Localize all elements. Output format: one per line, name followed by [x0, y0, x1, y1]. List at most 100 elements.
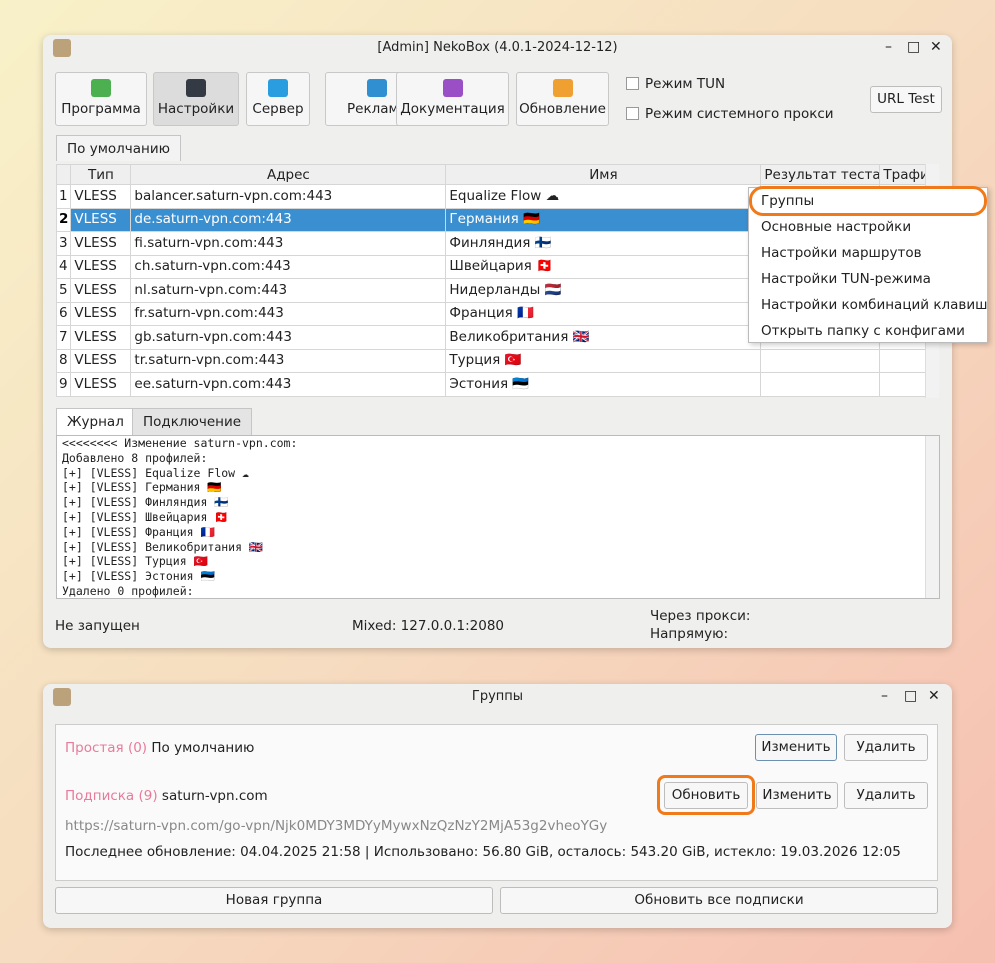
toolbar-label: Документация — [400, 101, 505, 117]
group-subscription: Подписка (9) saturn-vpn.com — [65, 788, 268, 804]
name-cell: Финляндия 🇫🇮 — [445, 231, 762, 256]
toolbar-label: Сервер — [252, 101, 304, 117]
log-scrollbar[interactable] — [925, 436, 939, 598]
close-button[interactable]: ✕ — [930, 39, 942, 55]
row-number: 9 — [55, 372, 72, 397]
corner-header — [55, 164, 72, 185]
delete-subscription-button[interactable]: Удалить — [844, 782, 928, 809]
type-cell: VLESS — [70, 231, 132, 256]
log-line: [+] [VLESS] Великобритания 🇬🇧 — [62, 539, 264, 554]
log-output[interactable]: <<<<<<<< Изменение saturn-vpn.com: Добавл… — [56, 435, 940, 599]
mixed-port-text: Mixed: 127.0.0.1:2080 — [352, 618, 505, 634]
type-cell: VLESS — [70, 254, 132, 279]
address-cell: fr.saturn-vpn.com:443 — [130, 301, 447, 326]
name-cell: Нидерланды 🇳🇱 — [445, 278, 762, 303]
main-window: [Admin] NekoBox (4.0.1-2024-12-12) – □ ✕… — [43, 35, 988, 648]
type-cell: VLESS — [70, 372, 132, 397]
tab-connection[interactable]: Подключение — [132, 408, 253, 435]
row-number: 2 — [55, 207, 72, 232]
column-header[interactable]: Результат теста — [760, 164, 881, 185]
tab-log[interactable]: Журнал — [56, 408, 135, 435]
table-row[interactable]: 2 VLESS de.saturn-vpn.com:443 Германия 🇩🇪 — [55, 207, 940, 232]
toolbar-label: Настройки — [157, 101, 235, 117]
menu-item-2[interactable]: Настройки маршрутов — [761, 245, 922, 261]
status-text: Не запущен — [55, 618, 140, 634]
test-result-cell — [760, 372, 881, 397]
subscription-info: Последнее обновление: 04.04.2025 21:58 |… — [65, 844, 901, 860]
column-header[interactable]: Трафик — [879, 164, 940, 185]
update-subscription-button[interactable]: Обновить — [664, 782, 748, 809]
menu-item-1[interactable]: Основные настройки — [761, 219, 912, 235]
row-number: 3 — [55, 231, 72, 256]
delete-default-button[interactable]: Удалить — [844, 734, 928, 761]
play-window-icon — [91, 79, 111, 97]
column-header[interactable]: Адрес — [130, 164, 447, 185]
toolbar-button-5[interactable]: Обновление — [516, 72, 609, 126]
toolbar-label: Реклама — [347, 101, 407, 117]
type-cell: VLESS — [70, 348, 132, 373]
name-cell: Эстония 🇪🇪 — [445, 372, 762, 397]
tun-mode-label: Режим TUN — [645, 76, 726, 92]
toolbar-button-2[interactable]: Сервер — [246, 72, 310, 126]
edit-subscription-button[interactable]: Изменить — [756, 782, 838, 809]
help-icon — [442, 79, 463, 97]
table-row[interactable]: 5 VLESS nl.saturn-vpn.com:443 Нидерланды 🇳🇱 — [55, 278, 940, 303]
toolbar-button-0[interactable]: Программа — [55, 72, 147, 126]
address-cell: fi.saturn-vpn.com:443 — [130, 231, 447, 256]
highlight-update — [657, 775, 755, 815]
log-line: [+] [VLESS] Финляндия 🇫🇮 — [62, 495, 229, 510]
group-name: По умолчанию — [151, 740, 255, 756]
folder-icon — [268, 79, 288, 97]
maximize-button[interactable]: □ — [904, 688, 918, 704]
column-header[interactable]: Имя — [445, 164, 762, 185]
type-cell: VLESS — [70, 184, 132, 209]
subscription-url: https://saturn-vpn.com/go-vpn/Njk0MDY3MD… — [65, 818, 608, 834]
address-cell: nl.saturn-vpn.com:443 — [130, 278, 447, 303]
menu-item-5[interactable]: Открыть папку с конфигами — [761, 323, 965, 339]
address-cell: tr.saturn-vpn.com:443 — [130, 348, 447, 373]
toolbar-label: Программа — [61, 101, 141, 117]
row-number: 7 — [55, 325, 72, 350]
name-cell: Германия 🇩🇪 — [445, 207, 762, 232]
name-cell: Equalize Flow ☁ — [445, 184, 762, 209]
update-icon — [552, 79, 573, 97]
groups-window-title: Группы — [471, 689, 524, 704]
toolbar-button-4[interactable]: Документация — [396, 72, 509, 126]
maximize-button[interactable]: □ — [907, 39, 921, 55]
close-button[interactable]: ✕ — [928, 688, 940, 704]
menu-item-4[interactable]: Настройки комбинаций клавиш — [761, 297, 988, 313]
nekobox-logo-icon — [53, 688, 71, 706]
tab-group-default[interactable]: По умолчанию — [56, 135, 181, 161]
system-proxy-checkbox[interactable]: Режим системного прокси — [626, 106, 834, 122]
menu-item-3[interactable]: Настройки TUN-режима — [761, 271, 931, 287]
new-group-button[interactable]: Новая группа — [55, 887, 493, 914]
system-proxy-label: Режим системного прокси — [645, 106, 834, 122]
groups-window: Группы – □ ✕ Простая (0) По умолчанию Из… — [43, 684, 952, 928]
address-cell: gb.saturn-vpn.com:443 — [130, 325, 447, 350]
type-cell: VLESS — [70, 278, 132, 303]
menu-item-0[interactable]: Группы — [761, 193, 815, 209]
minimize-button[interactable]: – — [885, 39, 892, 55]
toolbar-button-1[interactable]: Настройки — [153, 72, 239, 126]
settings-sliders-icon — [186, 79, 206, 97]
row-number: 4 — [55, 254, 72, 279]
window-title: [Admin] NekoBox (4.0.1-2024-12-12) — [377, 40, 618, 55]
globe-icon — [367, 79, 387, 97]
name-cell: Швейцария 🇨🇭 — [445, 254, 762, 279]
url-test-button[interactable]: URL Test — [870, 86, 942, 113]
table-row[interactable]: 7 VLESS gb.saturn-vpn.com:443 Великобритани… — [55, 325, 940, 350]
column-header[interactable]: Тип — [70, 164, 132, 185]
table-row[interactable]: 9 VLESS ee.saturn-vpn.com:443 Эстония 🇪🇪 — [55, 372, 940, 397]
minimize-button[interactable]: – — [881, 688, 888, 704]
group-name: saturn-vpn.com — [161, 788, 268, 804]
group-type: Подписка (9) — [65, 788, 158, 804]
edit-default-button[interactable]: Изменить — [755, 734, 837, 761]
update-all-subscriptions-button[interactable]: Обновить все подписки — [500, 887, 938, 914]
name-cell: Франция 🇫🇷 — [445, 301, 762, 326]
row-number: 1 — [55, 184, 72, 209]
address-cell: de.saturn-vpn.com:443 — [130, 207, 447, 232]
table-row[interactable]: 8 VLESS tr.saturn-vpn.com:443 Турция 🇹🇷 — [55, 348, 940, 373]
tun-mode-checkbox[interactable]: Режим TUN — [626, 76, 725, 92]
log-line: [+] [VLESS] Турция 🇹🇷 — [62, 554, 208, 569]
name-cell: Великобритания 🇬🇧 — [445, 325, 762, 350]
